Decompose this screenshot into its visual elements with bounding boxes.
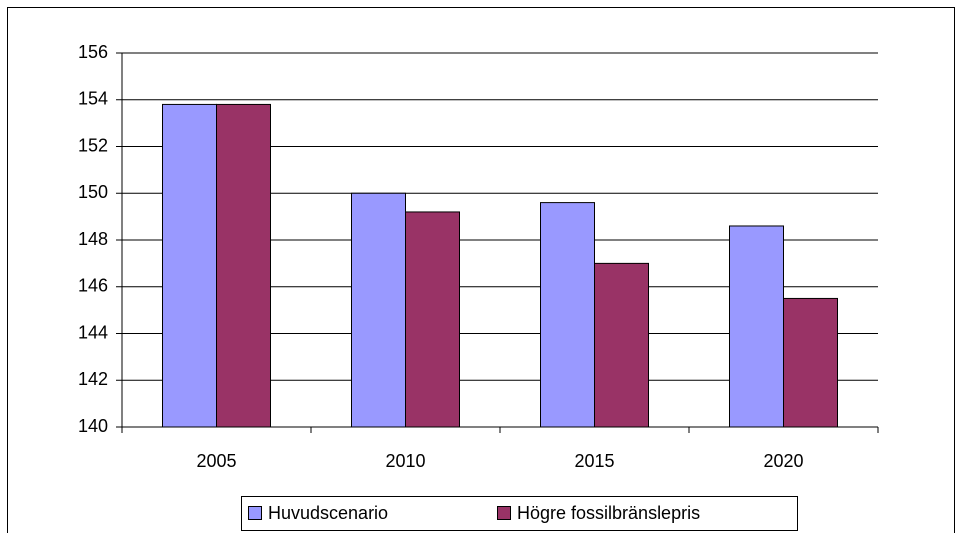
- y-tick-label: 142: [78, 369, 108, 389]
- bar: [162, 103, 217, 428]
- chart-border: [7, 7, 955, 533]
- bar: [351, 192, 406, 428]
- bar: [216, 103, 271, 428]
- y-tick-label: 150: [78, 182, 108, 202]
- x-tick-label: 2020: [763, 451, 803, 471]
- y-tick-label: 154: [78, 89, 108, 109]
- bar: [783, 297, 838, 428]
- y-tick-label: 152: [78, 135, 108, 155]
- y-tick-label: 140: [78, 416, 108, 436]
- y-tick-label: 156: [78, 42, 108, 62]
- legend-swatch: [248, 506, 262, 520]
- legend-label: Högre fossilbränslepris: [517, 503, 700, 523]
- y-tick-label: 148: [78, 229, 108, 249]
- x-tick-label: 2015: [574, 451, 614, 471]
- bar: [405, 211, 460, 428]
- bar: [594, 262, 649, 428]
- legend-box: [241, 496, 798, 531]
- bar: [540, 202, 595, 428]
- y-tick-label: 144: [78, 322, 108, 342]
- y-tick-label: 146: [78, 276, 108, 296]
- bar: [729, 225, 784, 428]
- legend-swatch: [497, 506, 511, 520]
- x-tick-label: 2010: [385, 451, 425, 471]
- x-tick-label: 2005: [196, 451, 236, 471]
- legend-label: Huvudscenario: [268, 503, 388, 523]
